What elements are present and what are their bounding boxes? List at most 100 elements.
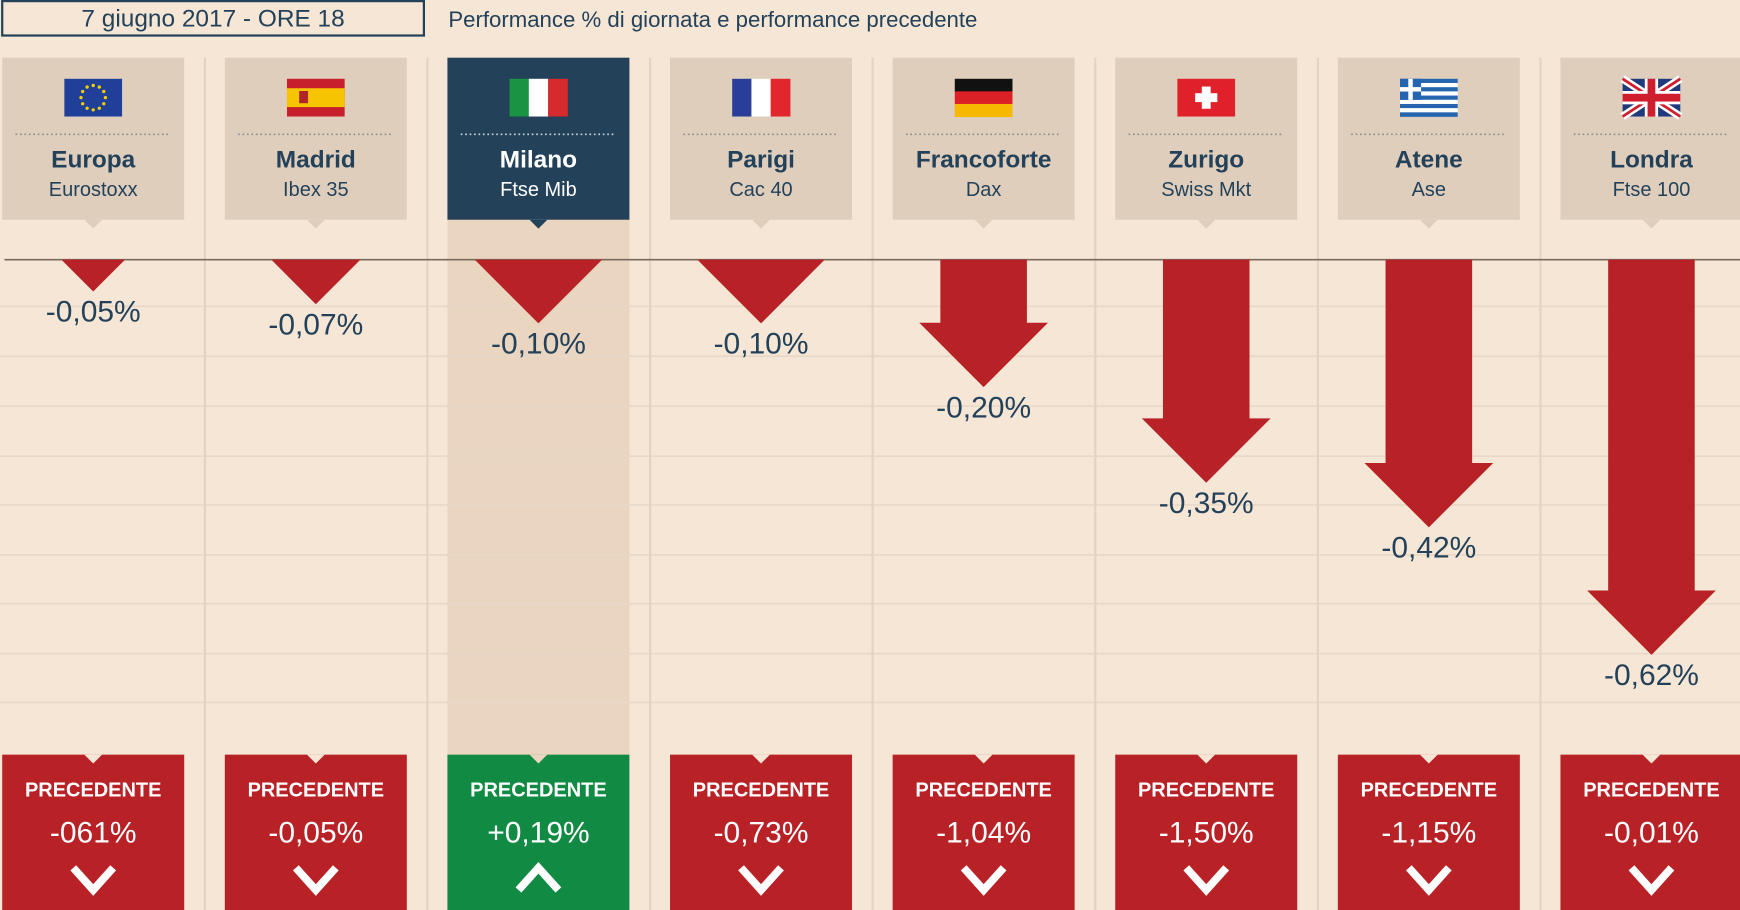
previous-chevron	[738, 865, 784, 896]
flag	[1399, 82, 1458, 88]
index-name: Ibex 35	[283, 179, 349, 201]
value-label: -0,35%	[1159, 487, 1254, 520]
header-pointer	[529, 219, 548, 229]
header-pointer	[1642, 219, 1661, 229]
header-pointer	[84, 219, 103, 229]
previous-chevron	[960, 865, 1007, 896]
flag	[80, 89, 85, 94]
grid	[0, 57, 1740, 910]
previous-label: PRECEDENTE	[1361, 780, 1497, 802]
previous-chevron	[1628, 865, 1675, 896]
market-name: Francoforte	[916, 146, 1052, 173]
index-name: Ftse 100	[1613, 179, 1691, 201]
previous-chevron	[292, 865, 339, 896]
previous-value: -061%	[50, 816, 137, 849]
flag	[1399, 103, 1458, 109]
arrow	[697, 259, 825, 324]
previous-value: -1,04%	[936, 816, 1031, 849]
arrow	[271, 259, 361, 305]
flag	[954, 78, 1013, 92]
flag	[102, 89, 106, 94]
flag	[528, 78, 549, 117]
flag-icon	[1620, 75, 1683, 120]
previous-notch	[84, 754, 103, 764]
flag	[1622, 93, 1681, 102]
flag-icon	[64, 78, 123, 117]
index-name: Cac 40	[729, 179, 792, 201]
previous-box	[670, 754, 853, 910]
market-name: Europa	[51, 146, 135, 173]
arrow	[1141, 259, 1271, 483]
flag-icon	[1177, 78, 1236, 117]
previous-box	[224, 754, 407, 910]
column: Francoforte Dax PRECEDENTE -1,04%	[892, 57, 1075, 910]
column: Atene Ase PRECEDENTE -1,15%	[1337, 57, 1520, 910]
flag-icon	[509, 78, 568, 117]
previous-label: PRECEDENTE	[1583, 780, 1719, 802]
flag	[286, 88, 345, 108]
flag	[103, 95, 108, 100]
previous-notch	[529, 754, 548, 764]
index-name: Swiss Mkt	[1161, 179, 1251, 201]
flag	[80, 102, 85, 106]
market-name: Atene	[1395, 146, 1463, 173]
flag	[1399, 87, 1458, 92]
market-name: Parigi	[727, 146, 795, 173]
value-label: -0,62%	[1604, 659, 1699, 692]
flag	[1399, 78, 1458, 84]
index-name: Ase	[1412, 179, 1446, 201]
column: Milano Ftse Mib PRECEDENTE +0,19%	[447, 57, 630, 910]
previous-label: PRECEDENTE	[1138, 780, 1274, 802]
date: 7 giugno 2017 - ORE 18	[81, 5, 344, 32]
arrow	[474, 259, 603, 324]
previous-chevron	[1405, 865, 1452, 896]
flag	[85, 85, 89, 89]
flag	[1399, 87, 1422, 92]
index-name: Ftse Mib	[500, 179, 577, 201]
value-label: -0,42%	[1381, 531, 1476, 564]
flag	[91, 108, 95, 112]
flag	[1399, 95, 1458, 101]
flag	[954, 91, 1013, 105]
market-name: Zurigo	[1168, 146, 1244, 173]
flag-icon	[954, 78, 1013, 118]
previous-box	[1115, 754, 1298, 910]
flag	[102, 102, 106, 106]
previous-notch	[306, 754, 325, 764]
previous-value: +0,19%	[487, 816, 589, 849]
flag	[1399, 108, 1458, 113]
flag	[97, 85, 101, 89]
previous-box	[1337, 754, 1520, 910]
previous-value: -1,50%	[1159, 816, 1254, 849]
index-name: Eurostoxx	[49, 179, 138, 201]
column: Zurigo Swiss Mkt PRECEDENTE -1,50%	[1115, 57, 1298, 910]
previous-value: -0,01%	[1604, 816, 1699, 849]
flag	[299, 91, 309, 104]
header-pointer	[974, 219, 993, 229]
header-pointer	[306, 219, 325, 229]
column: Europa Eurostoxx PRECEDENTE -061%	[2, 57, 185, 910]
flag	[85, 106, 89, 110]
previous-notch	[1642, 754, 1661, 764]
previous-value: -1,15%	[1381, 816, 1476, 849]
flag	[732, 78, 752, 117]
previous-label: PRECEDENTE	[915, 780, 1051, 802]
flag	[1399, 99, 1458, 105]
arrows: -0,05% -0,07% -0,10% -0,10% -0,20% -0,35% -0,4…	[46, 259, 1716, 692]
flag	[548, 78, 568, 117]
previous-label: PRECEDENTE	[25, 780, 161, 802]
column: Londra Ftse 100 PRECEDENTE -0,01%	[1560, 57, 1740, 910]
previous-label: PRECEDENTE	[693, 780, 829, 802]
columns: Europa Eurostoxx PRECEDENTE -061% Madrid Ibex…	[2, 57, 1740, 910]
date-box	[1, 0, 426, 37]
previous-label: PRECEDENTE	[248, 780, 384, 802]
previous-chevron	[515, 862, 562, 893]
arrow	[919, 259, 1048, 388]
previous-box	[447, 754, 630, 910]
flag	[1195, 93, 1218, 103]
arrow	[1587, 259, 1716, 655]
previous-notch	[1197, 754, 1216, 764]
market-name: Milano	[500, 146, 577, 173]
arrow	[1364, 259, 1494, 528]
